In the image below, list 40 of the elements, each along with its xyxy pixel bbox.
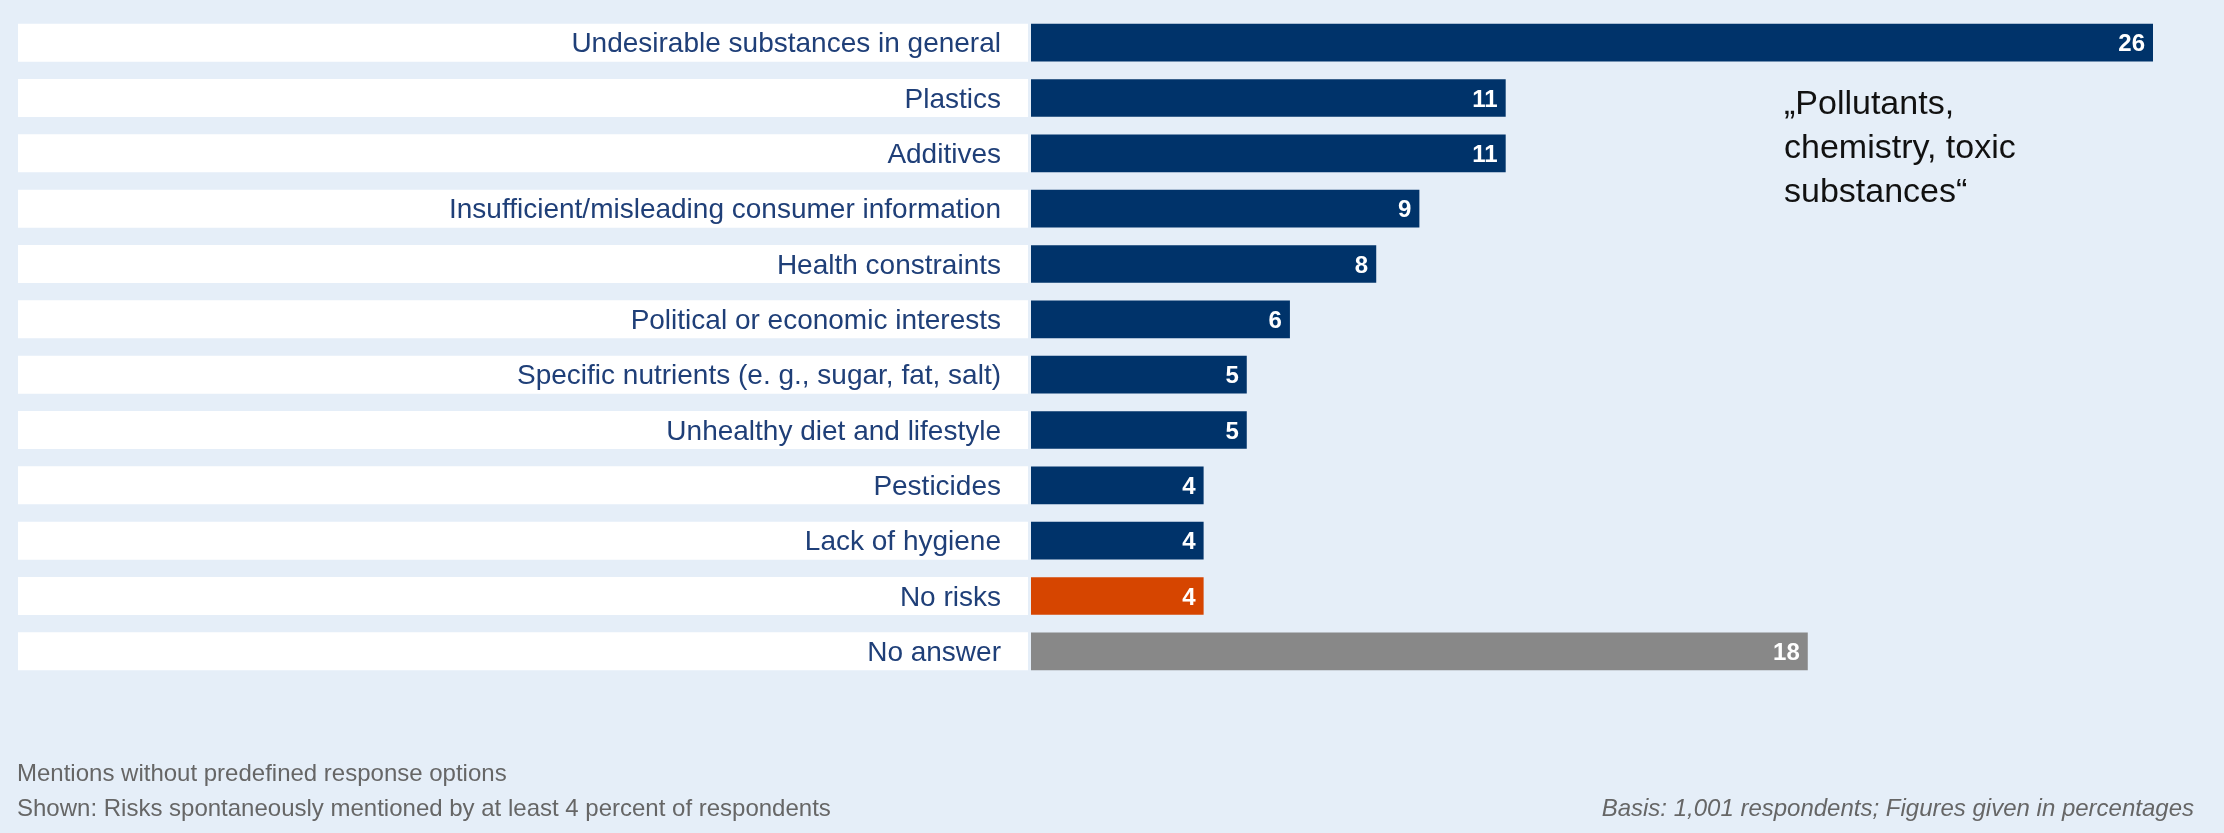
data-label: 11 (1472, 139, 1498, 167)
data-label: 6 (1268, 305, 1282, 333)
bar (1031, 300, 1290, 339)
data-label: 8 (1354, 250, 1369, 278)
y-tick-label: Specific nutrients (e. g., sugar, fat, salt) (517, 359, 1001, 391)
bar (1031, 521, 1204, 560)
text: Basis: 1,001 respondents; Figures given in percentages (1601, 793, 2194, 821)
data-label: 5 (1225, 361, 1239, 389)
bar (1031, 355, 1247, 394)
data-label: 9 (1398, 195, 1412, 223)
y-tick-label: Unhealthy diet and lifestyle (666, 414, 1001, 446)
annotation: „Pollutants, chemistry, toxic substances“ (1784, 83, 2026, 209)
data-label: 4 (1182, 471, 1197, 499)
bar (1031, 632, 1808, 671)
text: Mentions without predefined response options (17, 758, 507, 786)
y-tick-label: Lack of hygiene (804, 525, 1001, 557)
y-tick-label: Political or economic interests (630, 303, 1001, 335)
y-tick-label: Health constraints (776, 248, 1001, 280)
y-tick-label: Plastics (904, 82, 1001, 114)
bar (1031, 79, 1506, 117)
bar (1031, 23, 2153, 62)
bar (1031, 577, 1204, 615)
bar (1031, 411, 1247, 449)
y-tick-label: No risks (899, 580, 1001, 612)
y-tick-label: No answer (867, 635, 1001, 667)
bar (1031, 245, 1377, 283)
data-label: 5 (1225, 416, 1239, 444)
y-tick-label: Pesticides (873, 469, 1001, 501)
data-label: 26 (2118, 29, 2145, 57)
bar (1031, 189, 1420, 228)
data-label: 4 (1182, 582, 1197, 610)
y-tick-label: Insufficient/misleading consumer information (449, 193, 1001, 225)
bar (1031, 134, 1506, 173)
text: Shown: Risks spontaneously mentioned by at least 4 percent of respondents (17, 793, 831, 821)
data-label: 4 (1182, 527, 1197, 555)
y-tick-label: Additives (887, 137, 1001, 169)
bar (1031, 466, 1204, 505)
data-label: 18 (1773, 637, 1800, 665)
data-label: 11 (1472, 84, 1498, 112)
y-tick-label: Undesirable substances in general (571, 27, 1001, 59)
